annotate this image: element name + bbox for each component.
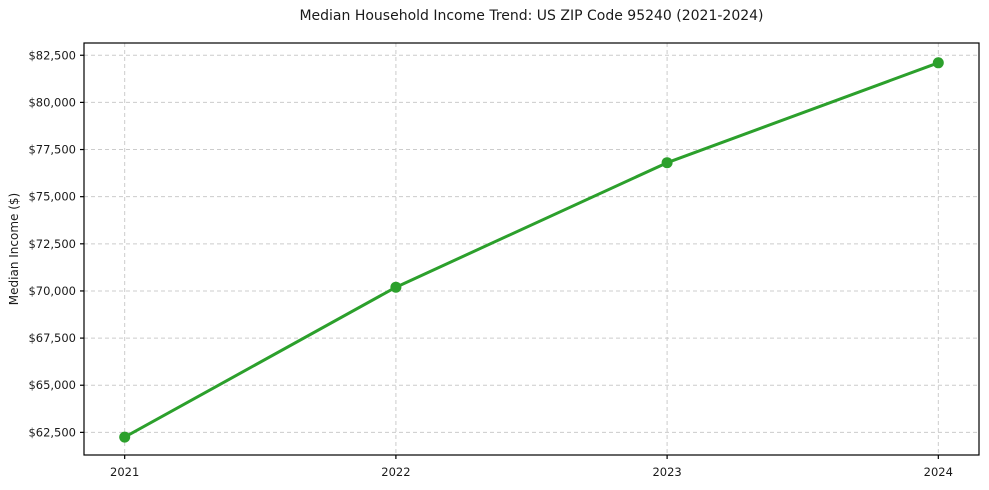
y-tick-label: $80,000 [28,95,76,109]
data-point-marker [390,281,402,293]
x-tick-label: 2021 [110,465,139,479]
data-point-marker [119,431,131,443]
axes-frame [83,42,980,456]
x-tick-label: 2024 [924,465,953,479]
y-tick-label: $67,500 [28,331,76,345]
y-tick-label: $62,500 [28,425,76,439]
y-tick-label: $75,000 [28,190,76,204]
chart-title: Median Household Income Trend: US ZIP Co… [299,8,764,24]
data-point-marker [932,57,944,69]
y-tick-label: $77,500 [28,143,76,157]
data-point-marker [661,157,673,169]
trend-line [123,61,940,439]
x-tick-label: 2023 [652,465,681,479]
x-tick-label: 2022 [381,465,410,479]
y-tick-label: $82,500 [28,48,76,62]
y-tick-label: $65,000 [28,378,76,392]
y-tick-label: $72,500 [28,237,76,251]
y-tick-label: $70,000 [28,284,76,298]
